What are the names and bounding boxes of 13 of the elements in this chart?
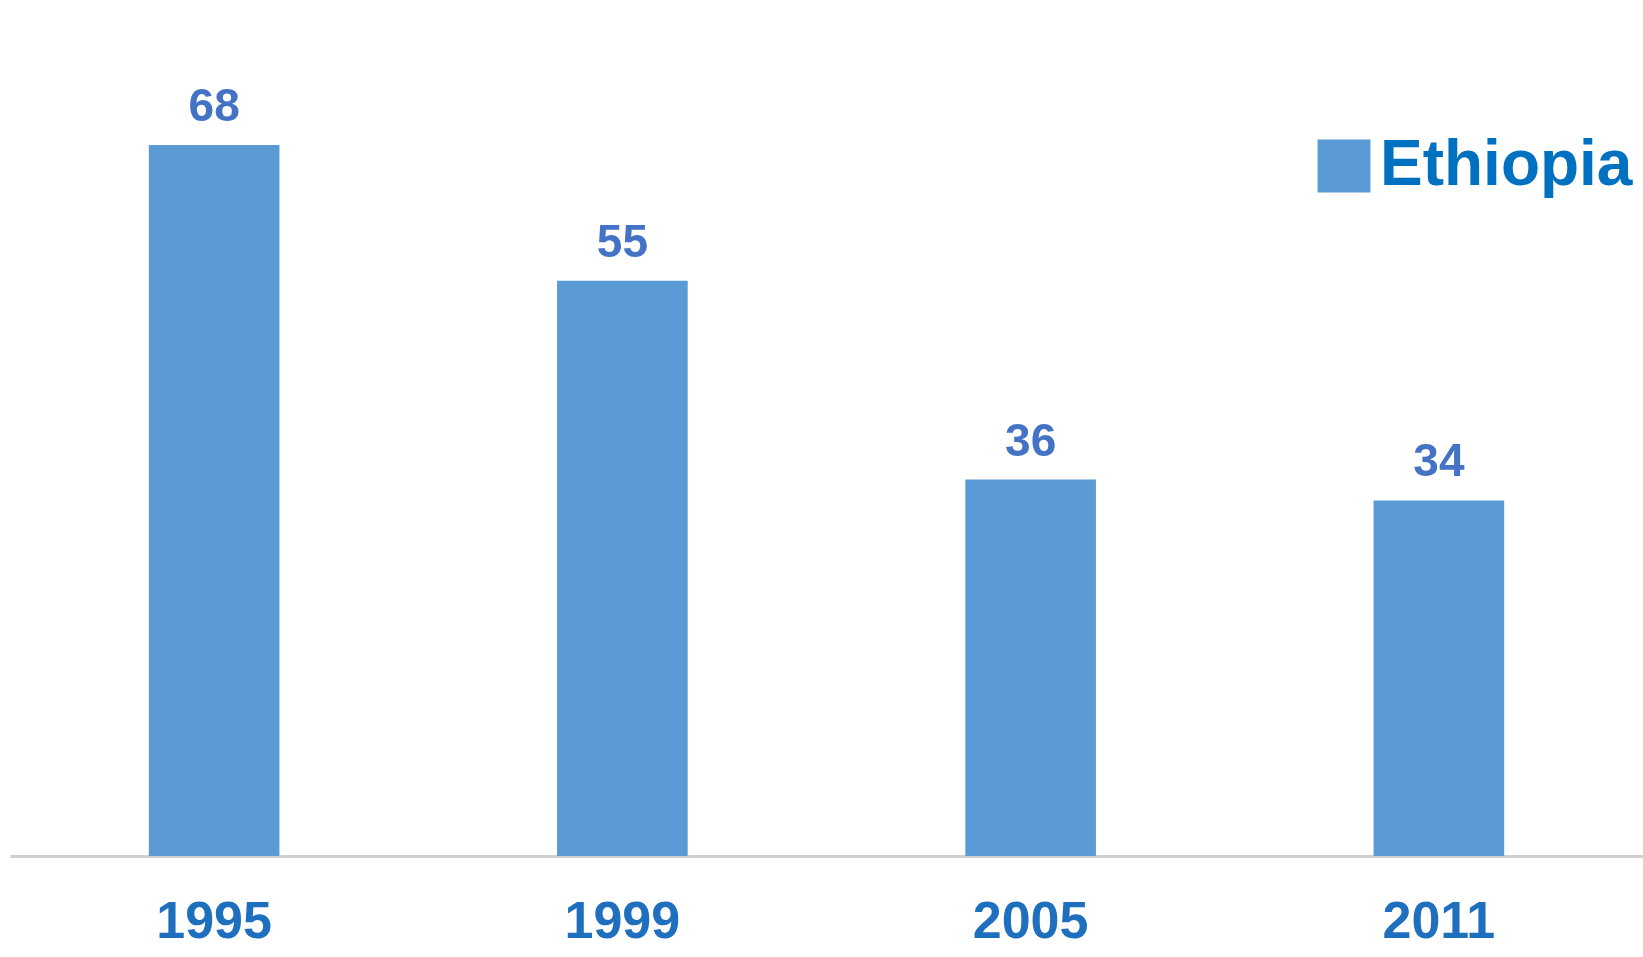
x-tick-label: 1995	[156, 890, 272, 949]
x-tick-label: 2005	[972, 890, 1089, 949]
data-label: 34	[1413, 434, 1465, 487]
bar	[557, 280, 688, 856]
x-tick-label: 2011	[1382, 890, 1496, 949]
data-label: 55	[596, 214, 648, 267]
bar	[965, 479, 1096, 856]
bar	[1373, 500, 1505, 856]
data-label: 68	[188, 78, 240, 131]
x-tick-label: 1999	[564, 890, 681, 949]
legend-label: Ethiopia	[1380, 127, 1633, 199]
bar	[148, 144, 280, 856]
data-label: 36	[1005, 413, 1057, 466]
